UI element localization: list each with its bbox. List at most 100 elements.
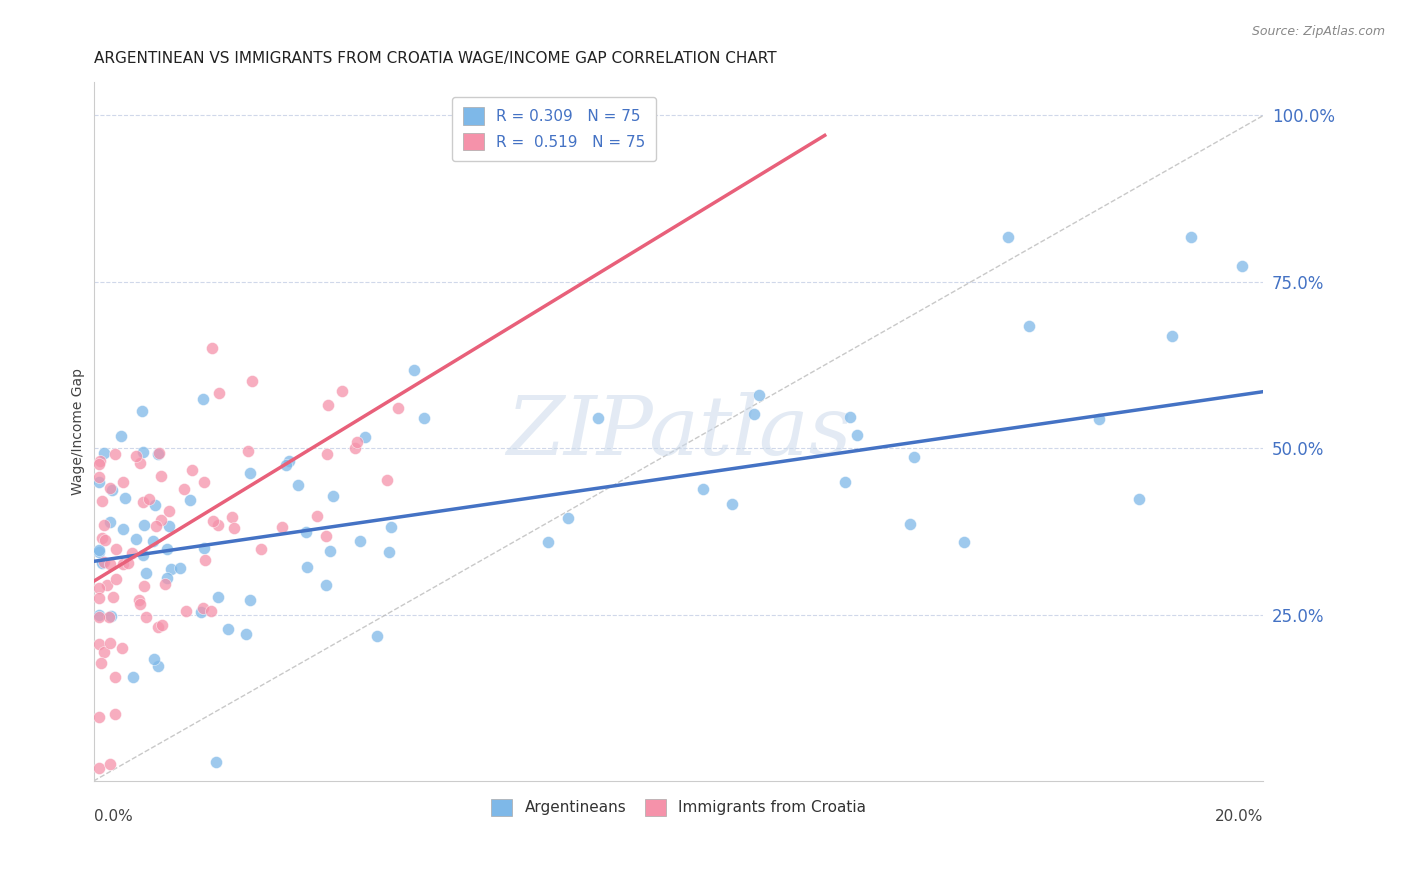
Point (150, 618, 173, 632)
Point (89, 582, 111, 596)
Point (89, 710, 111, 724)
Point (402, 362, 425, 376)
Point (93, 555, 115, 569)
Point (191, 392, 214, 406)
Point (249, 541, 271, 556)
Point (142, 652, 165, 666)
Point (235, 627, 257, 641)
Point (98, 516, 121, 530)
Point (146, 447, 169, 461)
Point (129, 598, 152, 612)
Point (142, 533, 165, 548)
Point (191, 601, 214, 615)
Point (536, 535, 558, 549)
Point (111, 641, 134, 656)
Point (375, 474, 398, 488)
Point (149, 513, 172, 527)
Point (236, 444, 259, 458)
Text: 0.0%: 0.0% (94, 809, 132, 824)
Point (98, 636, 121, 650)
Point (378, 545, 401, 559)
Point (132, 495, 155, 509)
Point (112, 475, 135, 489)
Point (110, 429, 132, 443)
Point (128, 456, 150, 470)
Point (89, 610, 111, 624)
Point (157, 518, 180, 533)
Point (380, 520, 402, 534)
Point (346, 434, 368, 449)
Point (366, 629, 388, 643)
Point (1180, 230, 1202, 244)
Point (91, 557, 114, 571)
Point (131, 404, 153, 418)
Point (173, 483, 195, 497)
Text: 20.0%: 20.0% (1215, 809, 1264, 824)
Point (98, 557, 121, 571)
Point (91, 555, 114, 569)
Point (287, 477, 309, 491)
Point (89, 545, 111, 559)
Point (112, 522, 135, 536)
Point (91, 532, 114, 546)
Point (295, 524, 318, 539)
Point (104, 541, 127, 556)
Point (239, 593, 262, 607)
Point (148, 658, 170, 673)
Text: Source: ZipAtlas.com: Source: ZipAtlas.com (1251, 25, 1385, 38)
Point (157, 503, 180, 517)
Point (132, 579, 155, 593)
Point (93, 645, 115, 659)
Point (89, 607, 111, 622)
Point (742, 407, 765, 421)
Point (222, 521, 245, 535)
Point (101, 483, 124, 497)
Point (834, 475, 856, 489)
Point (160, 562, 183, 576)
Point (903, 450, 925, 464)
Point (692, 482, 714, 496)
Point (90, 656, 112, 670)
Point (93, 533, 115, 548)
Point (125, 449, 148, 463)
Point (1088, 412, 1111, 426)
Point (125, 532, 148, 546)
Point (387, 401, 409, 415)
Point (89, 761, 111, 775)
Point (128, 592, 150, 607)
Point (242, 374, 264, 388)
Point (190, 605, 212, 619)
Point (104, 447, 127, 461)
Point (89, 637, 111, 651)
Point (150, 469, 173, 483)
Legend: Argentineans, Immigrants from Croatia: Argentineans, Immigrants from Croatia (485, 792, 872, 822)
Point (316, 398, 339, 412)
Point (179, 492, 201, 507)
Text: ZIPatlas: ZIPatlas (506, 392, 851, 472)
Point (1128, 491, 1150, 506)
Point (557, 511, 579, 525)
Point (93, 446, 115, 460)
Point (89, 470, 111, 484)
Point (91, 493, 114, 508)
Point (297, 560, 319, 574)
Point (111, 557, 134, 571)
Point (93, 518, 115, 533)
Point (104, 706, 127, 721)
Point (174, 604, 197, 618)
Point (89, 454, 111, 468)
Point (898, 516, 921, 531)
Point (104, 572, 127, 586)
Point (89, 542, 111, 557)
Point (952, 535, 974, 549)
Point (100, 481, 122, 495)
Point (156, 571, 179, 585)
Point (354, 430, 377, 444)
Point (98, 757, 121, 772)
Point (181, 463, 204, 477)
Point (153, 577, 176, 591)
Point (276, 458, 298, 473)
Point (201, 514, 224, 528)
Point (100, 609, 122, 624)
Point (349, 533, 371, 548)
